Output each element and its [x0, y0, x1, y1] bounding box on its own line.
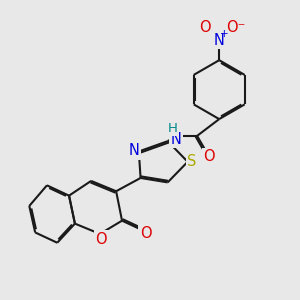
Text: O: O: [140, 226, 152, 242]
Text: N: N: [170, 132, 181, 147]
Text: +: +: [220, 29, 229, 39]
Text: S: S: [187, 154, 196, 169]
Text: N: N: [214, 33, 225, 48]
Text: O⁻: O⁻: [226, 20, 246, 35]
Text: H: H: [168, 122, 178, 135]
Text: O: O: [199, 20, 210, 35]
Text: O: O: [96, 232, 107, 247]
Text: N: N: [129, 143, 140, 158]
Text: O: O: [203, 149, 215, 164]
